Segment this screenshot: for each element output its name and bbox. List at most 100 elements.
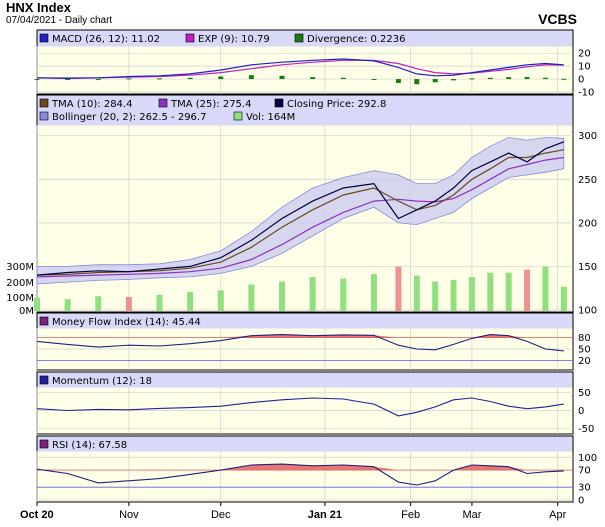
legend-label-price-1: TMA (25): 275.4 — [170, 99, 251, 110]
legend-swatch-price-4 — [233, 111, 243, 121]
volume-bar-20 — [542, 266, 549, 311]
vol-tick-2: 100M — [6, 293, 34, 304]
ytick-macd-panel-0: 20 — [578, 49, 591, 60]
divergence-bar-2 — [95, 79, 101, 81]
legend-band-macd-panel — [37, 30, 573, 47]
xtick-label-6: Apr — [549, 509, 566, 521]
legend-band-rsi-panel — [37, 436, 573, 452]
ytick-rsi-panel-1: 70 — [578, 466, 591, 477]
mfi-panel-line — [36, 334, 564, 352]
ytick-rsi-panel-0: 100 — [578, 453, 597, 464]
volume-bar-8 — [279, 281, 286, 311]
chart-title: HNX Index — [6, 0, 72, 15]
xtick-label-4: Feb — [401, 509, 420, 521]
volume-bar-9 — [309, 277, 316, 311]
ytick-macd-panel-3: -10 — [578, 88, 594, 99]
ytick-momentum-panel-0: 50 — [578, 388, 591, 399]
divergence-bar-16 — [469, 78, 475, 80]
macd-line — [36, 58, 564, 80]
divergence-bar-9 — [310, 77, 316, 80]
divergence-bar-4 — [157, 78, 163, 80]
legend-label-rsi-panel: RSI (14): 67.58 — [52, 440, 127, 451]
legend-swatch-momentum-panel — [39, 375, 49, 385]
vol-tick-0: 300M — [6, 262, 34, 273]
ytick-price-panel-1: 250 — [578, 175, 597, 186]
brand-logo: VCBS — [538, 11, 577, 27]
divergence-bar-8 — [279, 75, 285, 80]
volume-bar-14 — [432, 281, 439, 311]
volume-bar-6 — [217, 290, 224, 311]
volume-bar-17 — [487, 272, 494, 311]
legend-band-mfi-panel — [37, 313, 573, 329]
legend-swatch-price-3 — [39, 111, 49, 121]
ytick-price-panel-2: 200 — [578, 218, 597, 229]
volume-bar-15 — [450, 280, 457, 311]
volume-bar-4 — [156, 294, 163, 311]
vol-tick-1: 200M — [6, 278, 34, 289]
legend-label-price-4: Vol: 164M — [246, 112, 295, 123]
xtick-label-5: Mar — [462, 509, 481, 521]
volume-bar-16 — [468, 277, 475, 311]
legend-swatch-macd-1 — [185, 33, 195, 43]
ytick-price-panel-3: 150 — [578, 262, 597, 273]
volume-bar-0 — [34, 297, 40, 311]
ytick-mfi-panel-0: 80 — [578, 333, 591, 344]
divergence-bar-1 — [65, 79, 71, 81]
tma25-line — [36, 156, 564, 278]
rsi-panel-line — [36, 463, 564, 486]
volume-bar-13 — [413, 275, 420, 311]
ytick-price-panel-0: 300 — [578, 131, 597, 142]
ytick-price-panel-4: 100 — [578, 306, 597, 317]
legend-label-macd-0: MACD (26, 12): 11.02 — [52, 34, 160, 45]
ytick-rsi-panel-2: 30 — [578, 483, 591, 494]
legend-band-momentum-panel — [37, 372, 573, 388]
closing-price-line — [36, 141, 565, 276]
ytick-momentum-panel-1: 0 — [578, 406, 584, 417]
volume-bar-19 — [524, 269, 531, 311]
volume-bar-2 — [95, 296, 102, 311]
legend-label-macd-2: Divergence: 0.2236 — [307, 34, 406, 45]
divergence-bar-20 — [542, 77, 548, 80]
divergence-bar-18 — [506, 77, 512, 80]
legend-swatch-mfi-panel — [39, 316, 49, 326]
divergence-bar-6 — [218, 76, 224, 80]
volume-bar-10 — [340, 278, 347, 311]
legend-label-price-2: Closing Price: 292.8 — [287, 99, 386, 110]
legend-swatch-rsi-panel — [39, 439, 49, 449]
xtick-label-0: Oct 20 — [20, 509, 54, 521]
xtick-label-1: Nov — [119, 509, 139, 521]
tma10-line — [36, 149, 564, 276]
bollinger-band — [36, 137, 565, 285]
volume-bar-11 — [370, 274, 377, 311]
volume-bar-5 — [187, 291, 194, 311]
divergence-bar-15 — [451, 79, 457, 81]
divergence-bar-21 — [561, 78, 567, 80]
ytick-mfi-panel-2: 20 — [578, 356, 591, 367]
volume-bar-18 — [505, 272, 512, 311]
divergence-bar-14 — [432, 79, 438, 83]
ytick-rsi-panel-3: 0 — [578, 496, 584, 507]
legend-swatch-price-0 — [39, 98, 49, 108]
divergence-bar-12 — [395, 79, 401, 83]
divergence-bar-17 — [487, 77, 493, 80]
ytick-mfi-panel-1: 50 — [578, 345, 591, 356]
divergence-bar-7 — [248, 75, 254, 80]
legend-swatch-macd-0 — [39, 33, 49, 43]
legend-swatch-price-2 — [274, 98, 284, 108]
rsi-panel-overbought-area — [37, 464, 564, 471]
divergence-bar-11 — [371, 79, 377, 81]
ytick-momentum-panel-2: -50 — [578, 424, 594, 435]
volume-bar-7 — [248, 284, 255, 311]
momentum-line — [36, 397, 564, 417]
divergence-bar-10 — [340, 77, 346, 80]
xtick-label-2: Dec — [211, 509, 231, 521]
legend-label-mfi-panel: Money Flow Index (14): 45.44 — [52, 317, 201, 328]
legend-label-price-3: Bollinger (20, 2): 262.5 - 296.7 — [52, 112, 206, 123]
vol-tick-3: 0M — [19, 306, 34, 317]
xtick-label-3: Jan 21 — [308, 509, 342, 521]
volume-bar-3 — [125, 296, 132, 311]
divergence-bar-5 — [187, 77, 193, 80]
ytick-macd-panel-2: 0 — [578, 75, 584, 86]
divergence-bar-19 — [524, 77, 530, 80]
